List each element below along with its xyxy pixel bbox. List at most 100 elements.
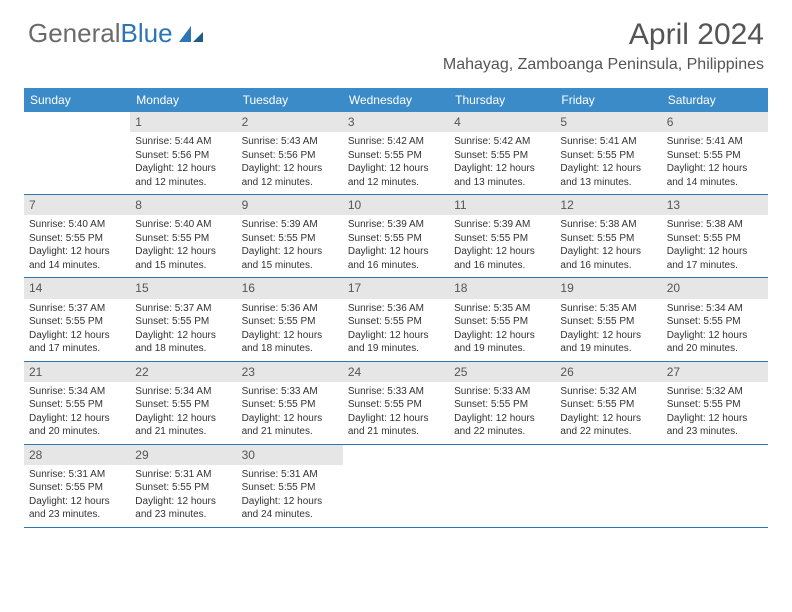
sunrise-line: Sunrise: 5:34 AM bbox=[29, 385, 125, 399]
day-header: Friday bbox=[555, 88, 661, 112]
daylight-line: Daylight: 12 hours and 17 minutes. bbox=[29, 329, 125, 356]
calendar-day-cell: 4Sunrise: 5:42 AMSunset: 5:55 PMDaylight… bbox=[449, 112, 555, 194]
sunset-line: Sunset: 5:55 PM bbox=[348, 149, 444, 163]
day-details: Sunrise: 5:32 AMSunset: 5:55 PMDaylight:… bbox=[555, 382, 661, 444]
calendar-week-row: 7Sunrise: 5:40 AMSunset: 5:55 PMDaylight… bbox=[24, 195, 768, 278]
logo-sail-icon bbox=[177, 24, 205, 44]
sunrise-line: Sunrise: 5:40 AM bbox=[29, 218, 125, 232]
sunset-line: Sunset: 5:55 PM bbox=[560, 398, 656, 412]
page-header: GeneralBlue April 2024 Mahayag, Zamboang… bbox=[0, 0, 792, 78]
daylight-line: Daylight: 12 hours and 22 minutes. bbox=[560, 412, 656, 439]
daylight-line: Daylight: 12 hours and 19 minutes. bbox=[454, 329, 550, 356]
daylight-line: Daylight: 12 hours and 16 minutes. bbox=[560, 245, 656, 272]
title-block: April 2024 Mahayag, Zamboanga Peninsula,… bbox=[443, 18, 764, 74]
calendar-day-cell: 26Sunrise: 5:32 AMSunset: 5:55 PMDayligh… bbox=[555, 362, 661, 444]
calendar-week-row: 14Sunrise: 5:37 AMSunset: 5:55 PMDayligh… bbox=[24, 278, 768, 361]
calendar-day-cell: 27Sunrise: 5:32 AMSunset: 5:55 PMDayligh… bbox=[662, 362, 768, 444]
calendar-day-cell: 13Sunrise: 5:38 AMSunset: 5:55 PMDayligh… bbox=[662, 195, 768, 277]
calendar-empty-cell bbox=[449, 445, 555, 527]
calendar-day-cell: 14Sunrise: 5:37 AMSunset: 5:55 PMDayligh… bbox=[24, 278, 130, 360]
calendar-day-cell: 11Sunrise: 5:39 AMSunset: 5:55 PMDayligh… bbox=[449, 195, 555, 277]
day-number: 24 bbox=[343, 362, 449, 382]
calendar-week-row: 1Sunrise: 5:44 AMSunset: 5:56 PMDaylight… bbox=[24, 112, 768, 195]
day-number: 20 bbox=[662, 278, 768, 298]
calendar-day-cell: 1Sunrise: 5:44 AMSunset: 5:56 PMDaylight… bbox=[130, 112, 236, 194]
sunrise-line: Sunrise: 5:32 AM bbox=[667, 385, 763, 399]
day-number: 18 bbox=[449, 278, 555, 298]
sunrise-line: Sunrise: 5:32 AM bbox=[560, 385, 656, 399]
day-number: 7 bbox=[24, 195, 130, 215]
calendar-day-cell: 2 Sunrise: 5:43 AMSunset: 5:56 PMDaylight… bbox=[237, 112, 343, 194]
calendar-day-cell: 20Sunrise: 5:34 AMSunset: 5:55 PMDayligh… bbox=[662, 278, 768, 360]
sunset-line: Sunset: 5:55 PM bbox=[135, 315, 231, 329]
sunrise-line: Sunrise: 5:35 AM bbox=[454, 302, 550, 316]
day-details: Sunrise: 5:32 AMSunset: 5:55 PMDaylight:… bbox=[662, 382, 768, 444]
day-details: Sunrise: 5:37 AMSunset: 5:55 PMDaylight:… bbox=[24, 299, 130, 361]
sunset-line: Sunset: 5:56 PM bbox=[242, 149, 338, 163]
sunset-line: Sunset: 5:55 PM bbox=[242, 315, 338, 329]
sunrise-line: Sunrise: 5:40 AM bbox=[135, 218, 231, 232]
sunrise-line: Sunrise: 5:44 AM bbox=[135, 135, 231, 149]
day-details: Sunrise: 5:38 AMSunset: 5:55 PMDaylight:… bbox=[662, 215, 768, 277]
sunrise-line: Sunrise: 5:31 AM bbox=[29, 468, 125, 482]
sunrise-line: Sunrise: 5:43 AM bbox=[242, 135, 338, 149]
day-details: Sunrise: 5:38 AMSunset: 5:55 PMDaylight:… bbox=[555, 215, 661, 277]
sunset-line: Sunset: 5:55 PM bbox=[29, 481, 125, 495]
day-header: Wednesday bbox=[343, 88, 449, 112]
daylight-line: Daylight: 12 hours and 14 minutes. bbox=[29, 245, 125, 272]
sunset-line: Sunset: 5:55 PM bbox=[667, 315, 763, 329]
day-number: 16 bbox=[237, 278, 343, 298]
daylight-line: Daylight: 12 hours and 23 minutes. bbox=[135, 495, 231, 522]
day-number: 3 bbox=[343, 112, 449, 132]
calendar-empty-cell bbox=[343, 445, 449, 527]
sunrise-line: Sunrise: 5:42 AM bbox=[454, 135, 550, 149]
sunrise-line: Sunrise: 5:41 AM bbox=[560, 135, 656, 149]
day-details: Sunrise: 5:36 AMSunset: 5:55 PMDaylight:… bbox=[343, 299, 449, 361]
day-number: 28 bbox=[24, 445, 130, 465]
calendar-day-cell: 7Sunrise: 5:40 AMSunset: 5:55 PMDaylight… bbox=[24, 195, 130, 277]
daylight-line: Daylight: 12 hours and 22 minutes. bbox=[454, 412, 550, 439]
sunset-line: Sunset: 5:56 PM bbox=[135, 149, 231, 163]
day-details: Sunrise: 5:33 AMSunset: 5:55 PMDaylight:… bbox=[237, 382, 343, 444]
day-details: Sunrise: 5:41 AMSunset: 5:55 PMDaylight:… bbox=[662, 132, 768, 194]
daylight-line: Daylight: 12 hours and 24 minutes. bbox=[242, 495, 338, 522]
daylight-line: Daylight: 12 hours and 19 minutes. bbox=[560, 329, 656, 356]
daylight-line: Daylight: 12 hours and 16 minutes. bbox=[454, 245, 550, 272]
daylight-line: Daylight: 12 hours and 21 minutes. bbox=[348, 412, 444, 439]
day-details: Sunrise: 5:31 AMSunset: 5:55 PMDaylight:… bbox=[237, 465, 343, 527]
day-details: Sunrise: 5:37 AMSunset: 5:55 PMDaylight:… bbox=[130, 299, 236, 361]
sunset-line: Sunset: 5:55 PM bbox=[454, 149, 550, 163]
daylight-line: Daylight: 12 hours and 12 minutes. bbox=[242, 162, 338, 189]
calendar-empty-cell bbox=[662, 445, 768, 527]
day-details: Sunrise: 5:40 AMSunset: 5:55 PMDaylight:… bbox=[130, 215, 236, 277]
sunset-line: Sunset: 5:55 PM bbox=[135, 398, 231, 412]
calendar-day-cell: 6Sunrise: 5:41 AMSunset: 5:55 PMDaylight… bbox=[662, 112, 768, 194]
sunrise-line: Sunrise: 5:37 AM bbox=[29, 302, 125, 316]
sunrise-line: Sunrise: 5:39 AM bbox=[348, 218, 444, 232]
sunrise-line: Sunrise: 5:36 AM bbox=[348, 302, 444, 316]
day-number: 2 bbox=[237, 112, 343, 132]
sunset-line: Sunset: 5:55 PM bbox=[348, 315, 444, 329]
logo-text-blue: Blue bbox=[121, 18, 173, 49]
sunset-line: Sunset: 5:55 PM bbox=[454, 232, 550, 246]
day-header: Thursday bbox=[449, 88, 555, 112]
sunrise-line: Sunrise: 5:39 AM bbox=[454, 218, 550, 232]
daylight-line: Daylight: 12 hours and 19 minutes. bbox=[348, 329, 444, 356]
day-number: 10 bbox=[343, 195, 449, 215]
daylight-line: Daylight: 12 hours and 12 minutes. bbox=[135, 162, 231, 189]
calendar-day-cell: 15Sunrise: 5:37 AMSunset: 5:55 PMDayligh… bbox=[130, 278, 236, 360]
calendar-day-cell: 18Sunrise: 5:35 AMSunset: 5:55 PMDayligh… bbox=[449, 278, 555, 360]
sunrise-line: Sunrise: 5:34 AM bbox=[667, 302, 763, 316]
location-text: Mahayag, Zamboanga Peninsula, Philippine… bbox=[443, 56, 764, 74]
sunrise-line: Sunrise: 5:41 AM bbox=[667, 135, 763, 149]
day-details: Sunrise: 5:42 AMSunset: 5:55 PMDaylight:… bbox=[449, 132, 555, 194]
calendar-day-cell: 24Sunrise: 5:33 AMSunset: 5:55 PMDayligh… bbox=[343, 362, 449, 444]
day-number: 27 bbox=[662, 362, 768, 382]
calendar-body: 1Sunrise: 5:44 AMSunset: 5:56 PMDaylight… bbox=[24, 112, 768, 528]
sunset-line: Sunset: 5:55 PM bbox=[135, 481, 231, 495]
day-number: 15 bbox=[130, 278, 236, 298]
calendar-day-cell: 21Sunrise: 5:34 AMSunset: 5:55 PMDayligh… bbox=[24, 362, 130, 444]
calendar-day-cell: 9Sunrise: 5:39 AMSunset: 5:55 PMDaylight… bbox=[237, 195, 343, 277]
daylight-line: Daylight: 12 hours and 13 minutes. bbox=[454, 162, 550, 189]
daylight-line: Daylight: 12 hours and 18 minutes. bbox=[135, 329, 231, 356]
